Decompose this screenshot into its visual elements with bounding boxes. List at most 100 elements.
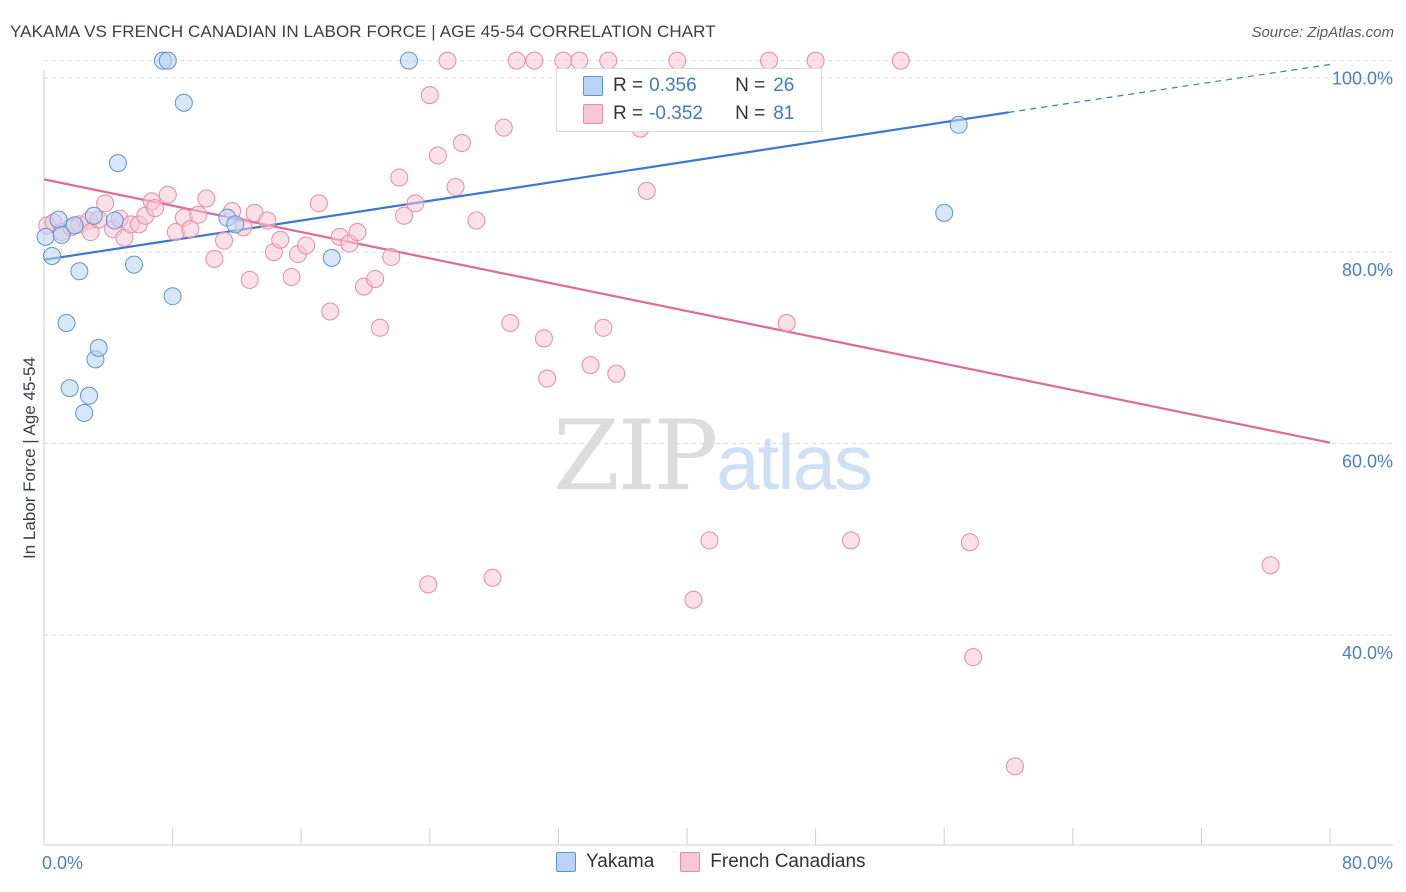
french-canadian-point[interactable]: [309, 194, 328, 213]
yakama-point[interactable]: [163, 287, 182, 306]
french-canadian-point[interactable]: [1005, 757, 1024, 776]
yakama-point[interactable]: [949, 115, 968, 134]
french-canadian-point[interactable]: [960, 533, 979, 552]
french-canadian-point[interactable]: [145, 199, 164, 218]
yakama-point[interactable]: [322, 248, 341, 267]
legend-label: French Canadians: [710, 851, 866, 872]
french-canadian-point[interactable]: [554, 51, 573, 70]
grid-layer: [44, 60, 1393, 636]
french-canadian-point[interactable]: [538, 369, 557, 388]
yakama-point[interactable]: [84, 206, 103, 225]
french-canadian-point[interactable]: [419, 575, 438, 594]
yakama-point[interactable]: [49, 210, 68, 229]
french-canadian-point[interactable]: [382, 247, 401, 266]
yakama-point[interactable]: [80, 386, 99, 405]
yakama-point[interactable]: [57, 314, 76, 333]
x-tick-marks: [43, 828, 1331, 845]
french-canadian-point[interactable]: [438, 51, 457, 70]
yakama-point[interactable]: [226, 215, 245, 234]
french-canadian-point[interactable]: [525, 51, 544, 70]
yakama-point[interactable]: [70, 262, 89, 281]
french-canadian-point[interactable]: [420, 86, 439, 105]
french-canadian-point[interactable]: [158, 185, 177, 204]
yakama-point[interactable]: [174, 93, 193, 112]
x-tick-label-max: 80.0%: [1342, 853, 1393, 873]
yakama-point[interactable]: [75, 404, 94, 423]
french-canadian-point[interactable]: [197, 189, 216, 208]
yakama-point[interactable]: [60, 379, 79, 398]
french-canadian-point[interactable]: [390, 168, 409, 187]
trend-layer: [43, 63, 1331, 444]
french-canadian-point[interactable]: [240, 270, 259, 289]
legend-item-french-canadians[interactable]: French Canadians: [680, 851, 866, 873]
french-canadian-point[interactable]: [964, 648, 983, 667]
yakama-point[interactable]: [158, 51, 177, 70]
watermark-atlas: atlas: [716, 418, 873, 506]
french-canadian-point[interactable]: [841, 531, 860, 550]
french-canadian-point[interactable]: [806, 51, 825, 70]
french-swatch: [680, 852, 701, 872]
french-canadian-point[interactable]: [684, 590, 703, 609]
x-tick-label-min: 0.0%: [42, 853, 83, 873]
french-canadian-point[interactable]: [668, 51, 687, 70]
legend-stats-row-yakama: R = 0.356 N = 26: [557, 71, 794, 101]
french-canadian-point[interactable]: [428, 146, 447, 165]
french-canadian-point[interactable]: [891, 51, 910, 70]
french-canadian-point[interactable]: [96, 194, 115, 213]
french-canadian-point[interactable]: [1261, 556, 1280, 575]
r-label: R =: [613, 103, 644, 124]
yakama-point[interactable]: [108, 154, 127, 173]
french-canadian-point[interactable]: [599, 51, 618, 70]
french-canadian-point[interactable]: [446, 178, 465, 197]
french-canadian-point[interactable]: [189, 205, 208, 224]
yakama-point[interactable]: [65, 216, 84, 235]
french-canadian-point[interactable]: [282, 268, 301, 287]
french-canadian-point[interactable]: [700, 531, 719, 550]
french-canadian-point[interactable]: [581, 356, 600, 375]
y-tick-label: 100.0%: [1332, 69, 1393, 89]
yakama-point[interactable]: [399, 51, 418, 70]
y-tick-label: 40.0%: [1342, 643, 1393, 663]
y-tick-label: 80.0%: [1342, 260, 1393, 280]
french-canadian-point[interactable]: [534, 329, 553, 348]
yakama-point[interactable]: [105, 211, 124, 230]
yakama-point[interactable]: [935, 203, 954, 222]
legend-stats-row-french: R = -0.352 N = 81: [557, 99, 794, 129]
y-tick-labels: 40.0% 60.0% 80.0% 100.0%: [1332, 69, 1393, 664]
french-canadian-point[interactable]: [366, 269, 385, 288]
french-canadian-point[interactable]: [759, 51, 778, 70]
legend-series: Yakama French Canadians: [556, 851, 892, 873]
french-canadian-point[interactable]: [467, 211, 486, 230]
yakama-trend-line: [43, 111, 1009, 261]
french-canadian-point[interactable]: [777, 314, 796, 333]
french-canadian-point[interactable]: [395, 206, 414, 225]
french-canadian-point[interactable]: [406, 194, 425, 213]
french-canadian-point[interactable]: [507, 51, 526, 70]
yakama-point[interactable]: [36, 227, 55, 246]
french-canadian-point[interactable]: [637, 181, 656, 200]
yakama-point[interactable]: [89, 338, 108, 357]
french-canadian-point[interactable]: [452, 133, 471, 152]
n-label: N =: [735, 103, 766, 124]
french-canadian-point[interactable]: [594, 318, 613, 337]
french-canadian-point[interactable]: [321, 302, 340, 321]
french-canadian-point[interactable]: [370, 318, 389, 337]
french-canadian-point[interactable]: [494, 118, 513, 137]
french-canadian-point[interactable]: [297, 236, 316, 255]
french-canadian-point[interactable]: [215, 231, 234, 250]
french-canadian-point[interactable]: [348, 223, 367, 242]
yakama-point[interactable]: [52, 225, 71, 244]
french-canadian-point[interactable]: [483, 568, 502, 587]
french-canadian-point[interactable]: [501, 314, 520, 333]
french-canadian-point[interactable]: [607, 364, 626, 383]
yakama-point[interactable]: [43, 246, 62, 265]
french-canadian-point[interactable]: [258, 211, 277, 230]
french-canadian-point[interactable]: [570, 51, 589, 70]
french-canadian-point[interactable]: [205, 249, 224, 268]
french-canadian-point[interactable]: [271, 230, 290, 249]
french-canadian-trend-line: [43, 178, 1331, 444]
yakama-point[interactable]: [125, 255, 144, 274]
french-canadian-point[interactable]: [181, 220, 200, 239]
legend-item-yakama[interactable]: Yakama: [556, 851, 654, 873]
y-axis-title: In Labor Force | Age 45-54: [20, 357, 39, 559]
